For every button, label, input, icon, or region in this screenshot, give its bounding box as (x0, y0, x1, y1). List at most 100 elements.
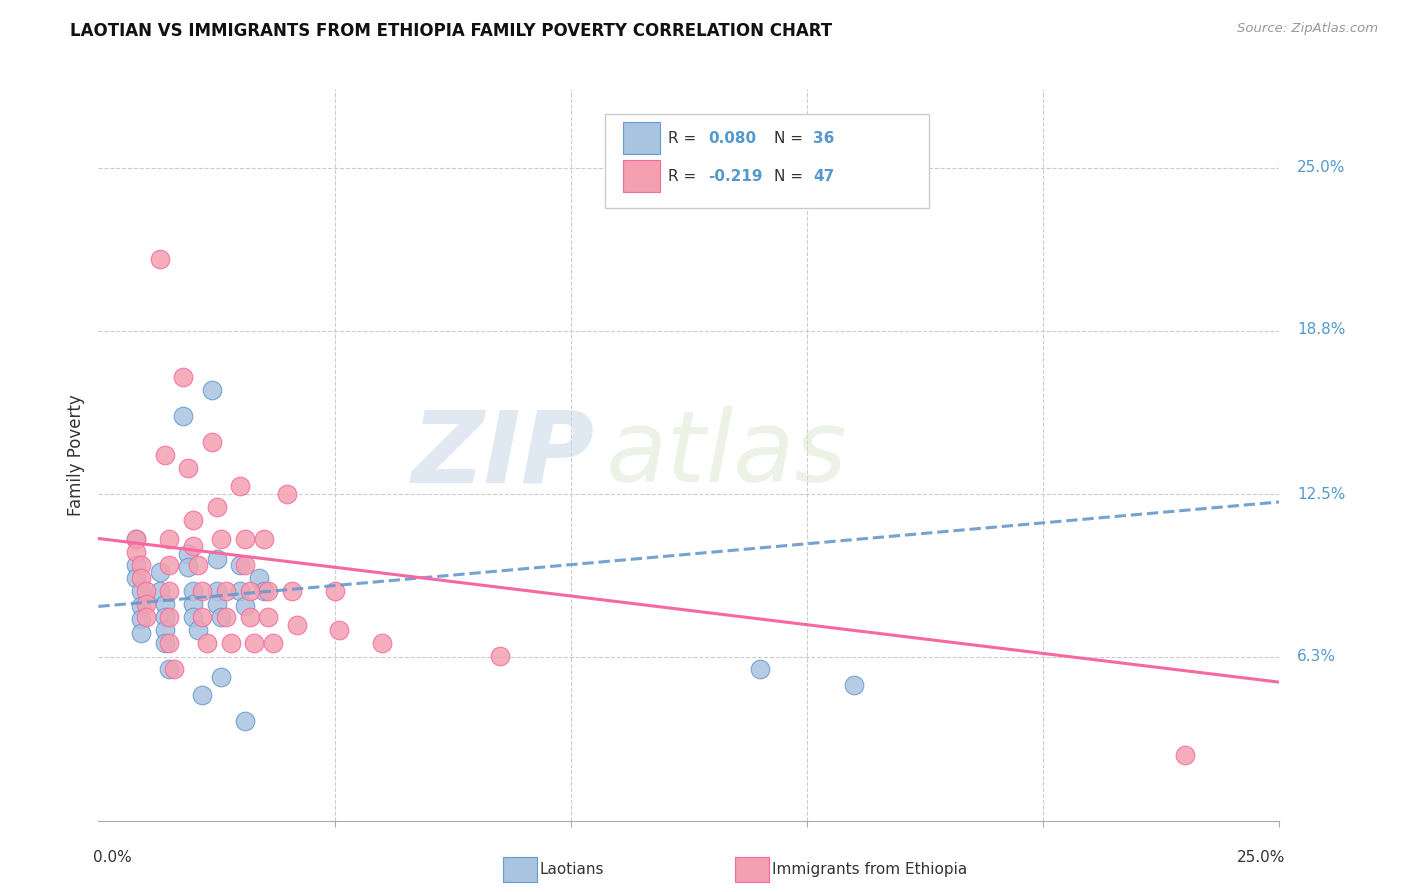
Point (157, 532, 180, 546)
Point (205, 597, 228, 611)
Text: Laotians: Laotians (540, 863, 605, 877)
Point (125, 532, 148, 546)
Text: 12.5%: 12.5% (1298, 487, 1346, 501)
Point (172, 409, 194, 423)
Point (233, 714, 256, 729)
Point (323, 583, 346, 598)
Point (262, 636, 284, 650)
Point (177, 560, 200, 574)
Point (149, 566, 172, 580)
Point (181, 610, 204, 624)
Point (163, 662, 186, 676)
Point (129, 571, 152, 585)
Point (177, 547, 200, 561)
Point (129, 625, 152, 640)
Point (201, 434, 224, 449)
Point (748, 662, 770, 676)
Point (191, 610, 214, 624)
Text: 25.0%: 25.0% (1298, 160, 1346, 175)
Point (157, 662, 180, 676)
Point (209, 610, 232, 624)
Point (233, 532, 256, 546)
Text: ZIP: ZIP (412, 407, 595, 503)
Text: Source: ZipAtlas.com: Source: ZipAtlas.com (1237, 22, 1378, 36)
Point (177, 461, 200, 475)
Point (157, 610, 180, 624)
Text: 0.0%: 0.0% (93, 850, 131, 865)
Text: 0.080: 0.080 (707, 130, 756, 145)
Point (125, 544, 148, 558)
Point (195, 636, 218, 650)
Point (135, 597, 157, 611)
Point (149, 583, 172, 598)
Text: 36: 36 (813, 130, 835, 145)
Text: R =: R = (668, 169, 702, 184)
Text: LAOTIAN VS IMMIGRANTS FROM ETHIOPIA FAMILY POVERTY CORRELATION CHART: LAOTIAN VS IMMIGRANTS FROM ETHIOPIA FAMI… (70, 22, 832, 40)
Text: 18.8%: 18.8% (1298, 322, 1346, 337)
Point (181, 539, 204, 553)
Point (328, 623, 350, 637)
Point (209, 532, 232, 546)
Point (191, 688, 214, 702)
Point (125, 571, 148, 585)
Point (153, 448, 176, 462)
Point (205, 583, 228, 598)
Point (276, 487, 298, 501)
Point (135, 583, 157, 598)
Text: atlas: atlas (606, 407, 848, 503)
Point (157, 636, 180, 650)
Point (239, 583, 262, 598)
Point (181, 583, 204, 598)
Point (149, 252, 172, 266)
Point (247, 571, 270, 585)
Point (243, 636, 266, 650)
Text: Immigrants from Ethiopia: Immigrants from Ethiopia (772, 863, 967, 877)
Point (253, 583, 276, 598)
Point (233, 558, 256, 572)
Point (229, 583, 252, 598)
Point (229, 479, 252, 493)
Point (239, 610, 262, 624)
Point (257, 583, 280, 598)
Point (215, 610, 238, 624)
Point (209, 670, 232, 684)
Point (253, 532, 276, 546)
Text: N =: N = (773, 130, 807, 145)
Point (129, 613, 152, 627)
Text: -0.219: -0.219 (707, 169, 762, 184)
Point (157, 558, 180, 572)
Text: 25.0%: 25.0% (1237, 850, 1285, 865)
Point (153, 623, 176, 637)
Point (129, 599, 152, 614)
Point (181, 597, 204, 611)
Point (205, 500, 228, 515)
Point (129, 583, 152, 598)
Point (153, 597, 176, 611)
Text: N =: N = (773, 169, 807, 184)
Point (233, 599, 256, 614)
Point (153, 636, 176, 650)
Point (129, 558, 152, 572)
Point (489, 649, 512, 664)
Point (229, 558, 252, 572)
Point (281, 583, 304, 598)
Point (153, 610, 176, 624)
Text: 47: 47 (813, 169, 835, 184)
Text: 6.3%: 6.3% (1298, 648, 1336, 664)
Point (371, 636, 394, 650)
Point (135, 610, 157, 624)
Point (181, 513, 204, 527)
Point (125, 532, 148, 546)
Point (215, 583, 238, 598)
Point (187, 623, 209, 637)
Point (219, 636, 242, 650)
Point (205, 552, 228, 566)
Point (257, 610, 280, 624)
Y-axis label: Family Poverty: Family Poverty (66, 394, 84, 516)
Point (187, 558, 209, 572)
Point (201, 383, 224, 397)
Point (157, 583, 180, 598)
Point (285, 617, 308, 632)
Point (844, 678, 866, 692)
Point (172, 369, 194, 384)
